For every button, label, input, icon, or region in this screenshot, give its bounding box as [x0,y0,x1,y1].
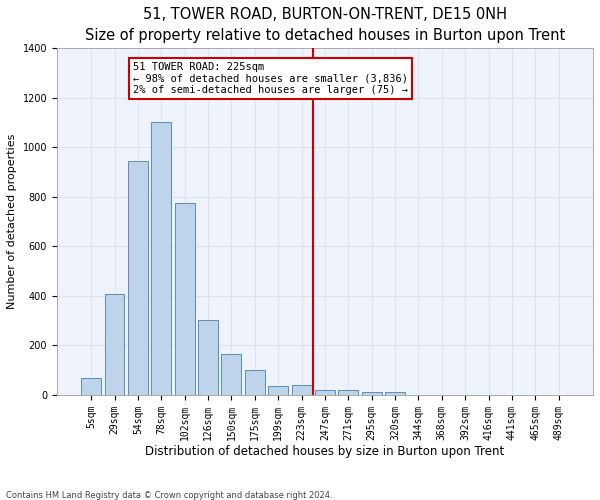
Text: Contains HM Land Registry data © Crown copyright and database right 2024.: Contains HM Land Registry data © Crown c… [6,490,332,500]
Bar [268,386,288,394]
Bar [104,294,124,394]
Bar [245,370,265,394]
X-axis label: Distribution of detached houses by size in Burton upon Trent: Distribution of detached houses by size … [145,445,505,458]
Bar [151,122,171,394]
Bar [315,390,335,394]
Bar [175,203,194,394]
Bar [221,354,241,395]
Bar [81,378,101,394]
Bar [338,390,358,394]
Bar [362,392,382,394]
Y-axis label: Number of detached properties: Number of detached properties [7,134,17,309]
Text: 51 TOWER ROAD: 225sqm
← 98% of detached houses are smaller (3,836)
2% of semi-de: 51 TOWER ROAD: 225sqm ← 98% of detached … [133,62,408,95]
Title: 51, TOWER ROAD, BURTON-ON-TRENT, DE15 0NH
Size of property relative to detached : 51, TOWER ROAD, BURTON-ON-TRENT, DE15 0N… [85,7,565,43]
Bar [128,161,148,394]
Bar [292,384,311,394]
Bar [198,320,218,394]
Bar [385,392,405,394]
